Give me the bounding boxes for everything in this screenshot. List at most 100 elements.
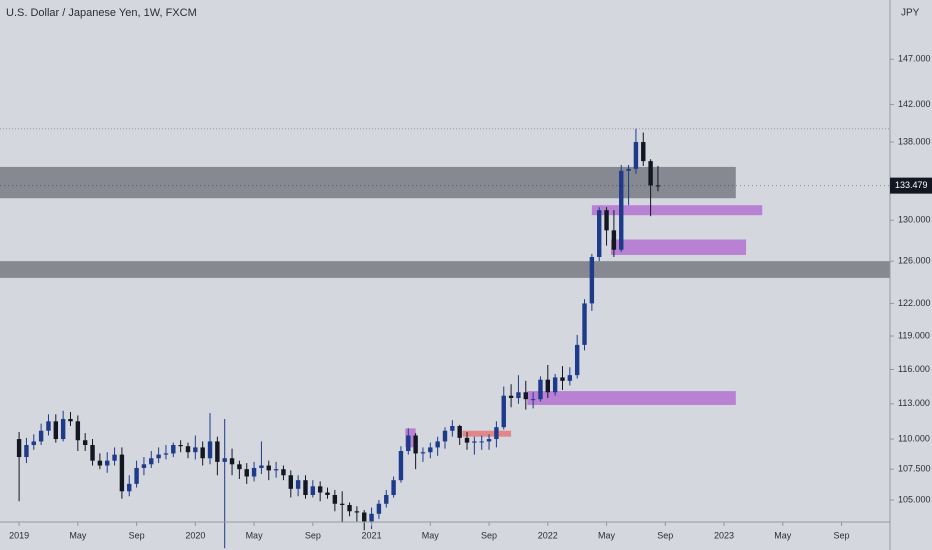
axis-unit: JPY	[901, 8, 920, 19]
candle-body	[384, 495, 389, 504]
candle-body	[604, 210, 609, 231]
candle-body	[560, 377, 565, 381]
candle-body	[472, 441, 477, 443]
x-tick-label: May	[598, 530, 616, 540]
x-tick-label: 2019	[9, 530, 29, 540]
candle-body	[391, 480, 396, 496]
x-tick-label: 2021	[362, 530, 382, 540]
candle-body	[97, 460, 103, 466]
candle-body	[38, 430, 44, 442]
candle-body	[619, 170, 624, 250]
candle-body	[413, 435, 418, 454]
candle-body	[310, 486, 316, 496]
candle-body	[457, 426, 462, 438]
candle-body	[347, 504, 352, 512]
candle-body	[178, 445, 183, 447]
candle-body	[215, 441, 220, 462]
zone	[591, 205, 763, 216]
candle-body	[295, 480, 301, 489]
candle-body	[406, 435, 411, 452]
candle-body	[538, 379, 543, 400]
zone	[0, 261, 890, 278]
candle-body	[127, 483, 132, 492]
y-tick-label: 147.000	[898, 54, 931, 64]
candle-body	[46, 421, 51, 431]
x-tick-label: Sep	[305, 530, 321, 540]
candle-body	[369, 513, 374, 522]
candle-body	[597, 210, 602, 258]
x-tick-label: Sep	[657, 530, 673, 540]
candle-body	[185, 446, 191, 453]
zone	[610, 239, 747, 255]
candle-body	[450, 426, 455, 431]
candle-body	[376, 503, 382, 514]
candle-body	[303, 480, 308, 496]
candle-body	[641, 141, 646, 162]
y-tick-label: 119.000	[898, 330, 930, 340]
zone	[527, 391, 736, 405]
candle-body	[479, 441, 484, 443]
candle-body	[494, 427, 499, 440]
y-tick-label: 126.000	[898, 256, 931, 266]
y-tick-label: 105.000	[898, 494, 931, 504]
candle-body	[53, 421, 59, 440]
candle-body	[237, 464, 242, 470]
candle-body	[141, 464, 147, 468]
candle-body	[259, 465, 264, 468]
candle-body	[648, 161, 653, 186]
candle-body	[626, 168, 631, 171]
candle-body	[317, 486, 323, 493]
candle-body	[516, 392, 521, 399]
candle-body	[325, 492, 330, 496]
x-tick-label: May	[246, 530, 264, 540]
candle-body	[582, 303, 587, 345]
y-tick-label: 142.000	[898, 99, 931, 109]
x-tick-label: May	[69, 530, 87, 540]
candle-body	[435, 441, 440, 448]
x-tick-label: May	[422, 530, 440, 540]
y-tick-label: 122.000	[898, 298, 931, 308]
candle-body	[428, 447, 433, 453]
y-tick-label: 116.000	[898, 364, 930, 374]
candle-body	[163, 453, 169, 455]
candle-body	[24, 445, 29, 458]
x-tick-label: 2022	[538, 530, 558, 540]
zone	[0, 166, 736, 199]
candle-body	[156, 454, 161, 459]
candle-body	[149, 458, 154, 465]
candle-body	[105, 460, 110, 466]
candle-body	[442, 430, 448, 442]
candle-body	[207, 441, 213, 459]
candle-body	[288, 475, 293, 489]
candle-body	[193, 447, 198, 453]
candle-body	[222, 458, 227, 462]
candle-body	[339, 503, 345, 505]
x-tick-label: Sep	[129, 530, 145, 540]
candle-body	[362, 512, 367, 522]
x-tick-label: May	[774, 530, 792, 540]
zone	[462, 430, 512, 437]
last-price-box	[890, 177, 932, 194]
y-tick-label: 107.500	[898, 464, 931, 474]
candle-body	[464, 437, 470, 443]
x-tick-label: Sep	[834, 530, 850, 540]
y-tick-label: 138.000	[898, 136, 931, 146]
candle-body	[251, 467, 257, 477]
candle-body	[281, 469, 286, 476]
plot-area	[0, 128, 890, 549]
y-tick-label: 113.000	[898, 398, 930, 408]
candle-body	[508, 395, 514, 399]
candle-body	[75, 421, 81, 441]
candle-body	[119, 454, 125, 492]
x-tick-label: 2023	[714, 530, 734, 540]
candle-body	[420, 452, 426, 454]
x-tick-label: Sep	[481, 530, 497, 540]
candle-body	[398, 451, 404, 481]
candle-body	[354, 511, 360, 513]
candle-body	[171, 445, 176, 454]
y-tick-label: 110.000	[898, 433, 930, 443]
candle-body	[589, 257, 595, 304]
candle-body	[134, 467, 139, 484]
